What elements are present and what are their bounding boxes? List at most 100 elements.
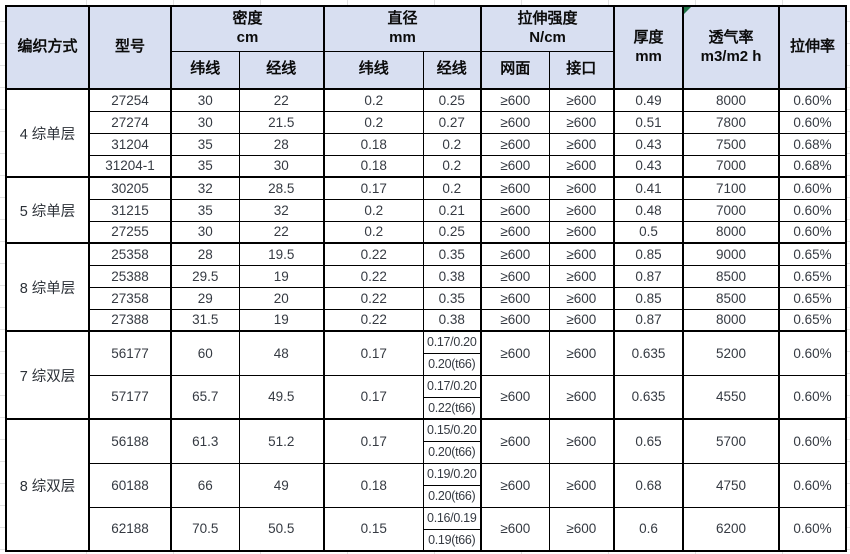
cell-elongation[interactable]: 0.60%	[778, 462, 847, 508]
cell-diameter-weft[interactable]: 0.18	[323, 154, 424, 178]
cell-density-warp[interactable]: 19.5	[238, 242, 325, 266]
cell-permeability[interactable]: 4550	[682, 374, 780, 420]
cell-density-warp[interactable]: 19	[238, 264, 325, 288]
cell-thickness[interactable]: 0.635	[613, 330, 684, 376]
cell-density-warp[interactable]: 32	[238, 198, 325, 222]
cell-diameter-warp[interactable]: 0.19(t66)	[422, 528, 482, 552]
cell-density-warp[interactable]: 19	[238, 308, 325, 332]
cell-tensile-joint[interactable]: ≥600	[548, 330, 615, 376]
cell-density-weft[interactable]: 35	[170, 132, 240, 156]
subheader-density-warp[interactable]: 经线	[238, 50, 325, 90]
cell-model[interactable]: 25388	[88, 264, 172, 288]
cell-density-weft[interactable]: 66	[170, 462, 240, 508]
cell-model[interactable]: 57177	[88, 374, 172, 420]
cell-density-warp[interactable]: 51.2	[238, 418, 325, 464]
col-header-model[interactable]: 型号	[88, 5, 172, 90]
cell-tensile-mesh[interactable]: ≥600	[480, 308, 550, 332]
cell-model[interactable]: 27274	[88, 110, 172, 134]
cell-density-warp[interactable]: 49	[238, 462, 325, 508]
cell-diameter-warp[interactable]: 0.25	[422, 88, 482, 112]
cell-tensile-joint[interactable]: ≥600	[548, 264, 615, 288]
cell-weave-method[interactable]: 7 综双层	[5, 330, 90, 420]
cell-tensile-mesh[interactable]: ≥600	[480, 110, 550, 134]
cell-thickness[interactable]: 0.68	[613, 462, 684, 508]
cell-density-warp[interactable]: 50.5	[238, 506, 325, 552]
cell-diameter-warp[interactable]: 0.27	[422, 110, 482, 134]
cell-density-weft[interactable]: 35	[170, 198, 240, 222]
cell-elongation[interactable]: 0.60%	[778, 330, 847, 376]
cell-diameter-warp[interactable]: 0.21	[422, 198, 482, 222]
cell-density-weft[interactable]: 70.5	[170, 506, 240, 552]
cell-permeability[interactable]: 6200	[682, 506, 780, 552]
cell-elongation[interactable]: 0.60%	[778, 176, 847, 200]
cell-permeability[interactable]: 4750	[682, 462, 780, 508]
cell-tensile-mesh[interactable]: ≥600	[480, 220, 550, 244]
cell-tensile-mesh[interactable]: ≥600	[480, 132, 550, 156]
cell-density-weft[interactable]: 31.5	[170, 308, 240, 332]
cell-diameter-weft[interactable]: 0.17	[323, 330, 424, 376]
col-header-elongation[interactable]: 拉伸率	[778, 5, 847, 90]
cell-density-warp[interactable]: 49.5	[238, 374, 325, 420]
cell-diameter-warp[interactable]: 0.2	[422, 132, 482, 156]
cell-elongation[interactable]: 0.60%	[778, 110, 847, 134]
cell-model[interactable]: 27388	[88, 308, 172, 332]
cell-thickness[interactable]: 0.43	[613, 154, 684, 178]
cell-tensile-mesh[interactable]: ≥600	[480, 176, 550, 200]
cell-elongation[interactable]: 0.65%	[778, 286, 847, 310]
cell-density-weft[interactable]: 28	[170, 242, 240, 266]
cell-diameter-warp[interactable]: 0.17/0.20	[422, 330, 482, 354]
cell-permeability[interactable]: 8500	[682, 286, 780, 310]
cell-thickness[interactable]: 0.85	[613, 286, 684, 310]
cell-permeability[interactable]: 8000	[682, 220, 780, 244]
cell-permeability[interactable]: 8000	[682, 308, 780, 332]
cell-diameter-warp[interactable]: 0.20(t66)	[422, 440, 482, 464]
cell-tensile-joint[interactable]: ≥600	[548, 176, 615, 200]
cell-diameter-warp[interactable]: 0.38	[422, 264, 482, 288]
cell-thickness[interactable]: 0.635	[613, 374, 684, 420]
cell-elongation[interactable]: 0.60%	[778, 198, 847, 222]
cell-diameter-weft[interactable]: 0.22	[323, 286, 424, 310]
cell-diameter-warp[interactable]: 0.2	[422, 154, 482, 178]
col-header-tensile-strength[interactable]: 拉伸强度 N/cm	[480, 5, 615, 52]
cell-thickness[interactable]: 0.87	[613, 308, 684, 332]
cell-tensile-joint[interactable]: ≥600	[548, 418, 615, 464]
cell-elongation[interactable]: 0.60%	[778, 220, 847, 244]
subheader-diameter-weft[interactable]: 纬线	[323, 50, 424, 90]
cell-permeability[interactable]: 9000	[682, 242, 780, 266]
cell-model[interactable]: 27254	[88, 88, 172, 112]
cell-elongation[interactable]: 0.60%	[778, 374, 847, 420]
cell-model[interactable]: 27358	[88, 286, 172, 310]
cell-elongation[interactable]: 0.68%	[778, 132, 847, 156]
cell-tensile-mesh[interactable]: ≥600	[480, 154, 550, 178]
cell-permeability[interactable]: 7800	[682, 110, 780, 134]
cell-thickness[interactable]: 0.87	[613, 264, 684, 288]
cell-elongation[interactable]: 0.68%	[778, 154, 847, 178]
cell-permeability[interactable]: 5200	[682, 330, 780, 376]
cell-diameter-weft[interactable]: 0.17	[323, 418, 424, 464]
cell-model[interactable]: 56188	[88, 418, 172, 464]
subheader-density-weft[interactable]: 纬线	[170, 50, 240, 90]
cell-density-warp[interactable]: 28.5	[238, 176, 325, 200]
cell-density-warp[interactable]: 28	[238, 132, 325, 156]
cell-diameter-warp[interactable]: 0.15/0.20	[422, 418, 482, 442]
cell-density-weft[interactable]: 30	[170, 110, 240, 134]
cell-diameter-warp[interactable]: 0.20(t66)	[422, 484, 482, 508]
cell-tensile-joint[interactable]: ≥600	[548, 154, 615, 178]
cell-tensile-mesh[interactable]: ≥600	[480, 286, 550, 310]
cell-tensile-joint[interactable]: ≥600	[548, 308, 615, 332]
cell-thickness[interactable]: 0.5	[613, 220, 684, 244]
cell-thickness[interactable]: 0.65	[613, 418, 684, 464]
cell-diameter-warp[interactable]: 0.20(t66)	[422, 352, 482, 376]
cell-thickness[interactable]: 0.48	[613, 198, 684, 222]
cell-diameter-weft[interactable]: 0.2	[323, 110, 424, 134]
cell-tensile-mesh[interactable]: ≥600	[480, 418, 550, 464]
cell-diameter-warp[interactable]: 0.17/0.20	[422, 374, 482, 398]
cell-permeability[interactable]: 7500	[682, 132, 780, 156]
cell-permeability[interactable]: 7000	[682, 198, 780, 222]
col-header-density[interactable]: 密度 cm	[169, 5, 325, 52]
col-header-thickness[interactable]: 厚度 mm	[613, 5, 684, 90]
cell-diameter-warp[interactable]: 0.38	[422, 308, 482, 332]
cell-tensile-joint[interactable]: ≥600	[548, 110, 615, 134]
col-header-weave-method[interactable]: 编织方式	[5, 5, 90, 90]
cell-density-weft[interactable]: 60	[170, 330, 240, 376]
